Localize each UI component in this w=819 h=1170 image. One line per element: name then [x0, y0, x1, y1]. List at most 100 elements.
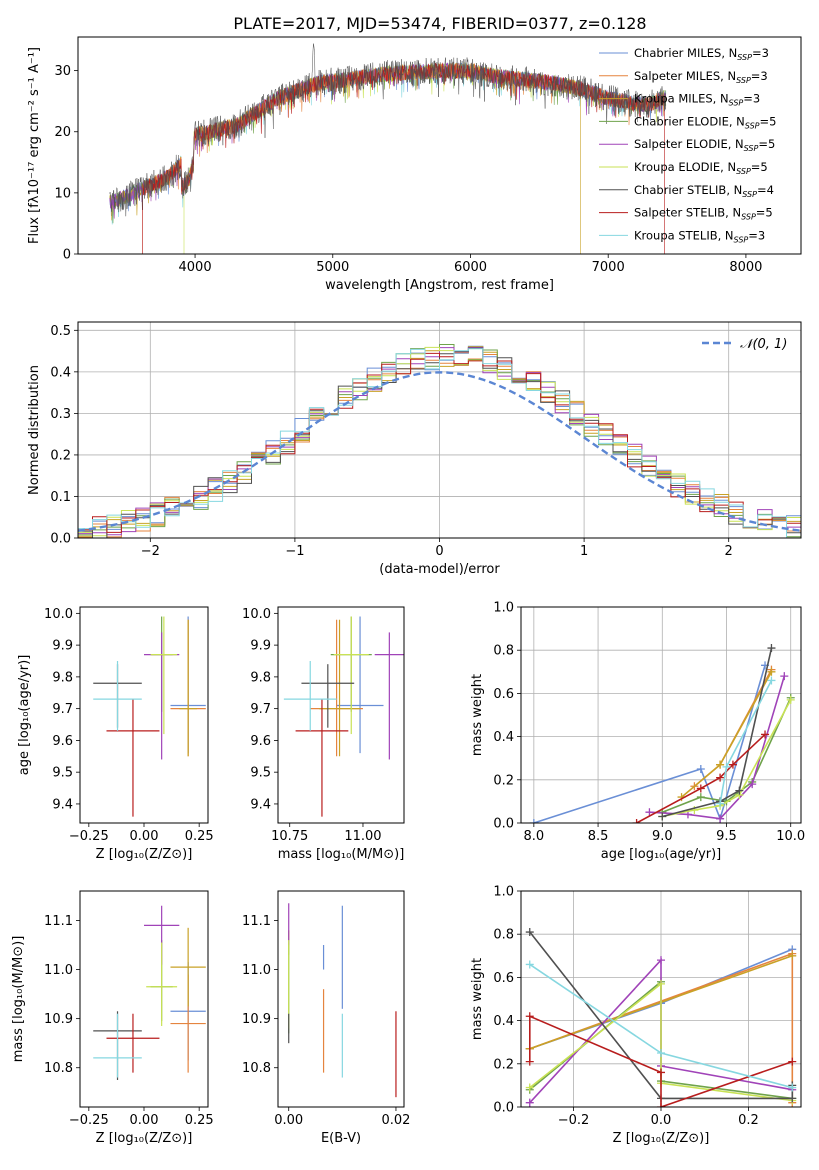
- chart-age-vs-Z: −0.25 0.00 0.25 9.4 9.5 9.6 9.7 9.8 9.9 10.0 Z [lo…: [17, 606, 214, 862]
- y-tick-label: 11.1: [242, 914, 271, 929]
- weight-marker: [722, 762, 731, 771]
- weight-marker: [748, 780, 757, 789]
- errorbar-point-7: [106, 699, 160, 817]
- y-axis-label: mass weight: [470, 958, 485, 1040]
- legend-text: Chabrier STELIB, N: [634, 183, 742, 197]
- y-tick-label: 9.9: [250, 639, 271, 654]
- legend-subscript: SSP: [744, 144, 759, 153]
- weight-line-series-0: [533, 665, 766, 823]
- legend-text-tail: =5: [758, 137, 775, 151]
- weight-marker: [788, 1083, 797, 1092]
- y-tick-label: 9.5: [52, 766, 73, 781]
- chart-spectrum: 4000 5000 6000 7000 8000 0 10 20 30 wavelength [A…: [27, 36, 802, 293]
- x-tick-label: 0.00: [274, 1113, 303, 1128]
- errorbar-point-6: [301, 664, 355, 728]
- weight-marker: [761, 730, 770, 739]
- weight-marker: [525, 960, 534, 969]
- weight-marker: [767, 676, 776, 685]
- x-tick-label: 6000: [454, 260, 487, 275]
- errorbar-point-8: [93, 661, 142, 731]
- plot-area: [93, 616, 206, 817]
- legend-text-tail: =4: [757, 183, 774, 197]
- legend-subscript: SSP: [745, 121, 760, 130]
- weight-marker: [728, 760, 737, 769]
- y-axis-label: mass [log₁₀(M/M⊙)]: [11, 936, 26, 1063]
- errorbar-point-8: [283, 661, 337, 731]
- errorbar-point-5: [333, 616, 369, 735]
- errorbar-point-2: [170, 927, 206, 1007]
- legend-label-1: Salpeter MILES, NSSP=3: [634, 69, 768, 85]
- weight-marker: [657, 1049, 665, 1057]
- legend-text: Salpeter MILES, N: [634, 69, 736, 83]
- legend-text-tail: =3: [748, 228, 765, 242]
- errorbar-point-2: [319, 619, 361, 757]
- y-tick-label: 0.0: [493, 1101, 514, 1116]
- x-axis-label: mass [log₁₀(M/M⊙)]: [278, 847, 405, 862]
- x-axis-label: Z [log₁₀(Z/Z⊙)]: [96, 1131, 193, 1146]
- legend-text: Kroupa STELIB, N: [634, 228, 734, 242]
- y-tick-label: 30: [54, 64, 71, 79]
- weight-marker: [525, 1012, 534, 1021]
- legend-text-tail: =3: [743, 92, 760, 106]
- legend-text-tail: =5: [751, 160, 768, 174]
- histogram-series-8: [78, 348, 801, 538]
- y-tick-label: 0.5: [50, 324, 71, 339]
- y-tick-label: 0.6: [493, 687, 514, 702]
- errorbar-point-2: [179, 619, 197, 757]
- weight-line-series-5: [529, 982, 793, 1102]
- x-tick-label: −0.2: [558, 1113, 590, 1128]
- y-tick-label: 0.1: [50, 490, 71, 505]
- legend-label-5: Kroupa ELODIE, NSSP=5: [634, 160, 768, 176]
- legend-subscript: SSP: [737, 53, 752, 62]
- histogram-series-7: [78, 352, 801, 533]
- y-axis-label: Flux [fλ10⁻¹⁷ erg cm⁻² s⁻¹ A⁻¹]: [27, 47, 42, 244]
- legend-text-tail: =3: [752, 46, 769, 60]
- axes-frame: [79, 890, 209, 1108]
- weight-marker: [696, 784, 705, 793]
- legend-text-tail: =5: [756, 206, 773, 220]
- plot-area: [283, 616, 404, 817]
- chart-age-vs-mass: 10.75 11.00 9.4 9.5 9.6 9.7 9.8 9.9 10.0 mass [lo…: [242, 606, 405, 862]
- weight-line-series-6: [529, 931, 794, 1100]
- x-tick-label: 10.0: [776, 829, 805, 844]
- y-tick-label: 1.0: [493, 601, 514, 616]
- y-tick-label: 10.8: [242, 1061, 271, 1076]
- weight-marker: [767, 667, 776, 676]
- x-tick-label: −0.25: [69, 1113, 109, 1128]
- x-tick-label: 0.2: [738, 1113, 759, 1128]
- plot-area: [93, 905, 206, 1080]
- x-tick-label: 0.25: [185, 829, 214, 844]
- legend-label-7: Salpeter STELIB, NSSP=5: [634, 206, 773, 222]
- y-tick-label: 10: [54, 186, 71, 201]
- x-tick-label: 0.0: [651, 1113, 672, 1128]
- histogram-series-6: [78, 347, 801, 538]
- weight-marker: [767, 644, 776, 653]
- legend-text-tail: =3: [751, 69, 768, 83]
- x-tick-label: 4000: [179, 260, 212, 275]
- weight-marker: [716, 773, 725, 782]
- x-tick-label: 2: [725, 544, 733, 559]
- y-tick-label: 0.2: [493, 1057, 514, 1072]
- legend-label-0: Chabrier MILES, NSSP=3: [634, 46, 769, 62]
- x-tick-label: 1: [580, 544, 588, 559]
- y-tick-label: 20: [54, 125, 71, 140]
- weight-marker: [657, 1068, 665, 1077]
- y-tick-label: 0.4: [493, 1014, 514, 1029]
- weight-marker: [716, 799, 725, 808]
- weight-marker: [525, 1057, 534, 1066]
- histogram-series-4: [78, 347, 801, 536]
- x-tick-label: 8000: [729, 260, 762, 275]
- x-axis-label: E(B-V): [321, 1131, 361, 1146]
- legend-label-8: Kroupa STELIB, NSSP=3: [634, 228, 765, 244]
- x-axis-label: wavelength [Angstrom, rest frame]: [325, 278, 554, 293]
- weight-line-series-6: [662, 647, 773, 818]
- y-axis-label: mass weight: [470, 674, 485, 756]
- errorbar-point-4: [374, 632, 404, 760]
- x-tick-label: 0: [435, 544, 443, 559]
- weight-marker: [525, 928, 534, 937]
- errorbar-point-4: [144, 632, 180, 760]
- weight-marker: [788, 951, 797, 960]
- legend-text: Chabrier ELODIE, N: [634, 114, 745, 128]
- y-tick-label: 11.0: [44, 963, 73, 978]
